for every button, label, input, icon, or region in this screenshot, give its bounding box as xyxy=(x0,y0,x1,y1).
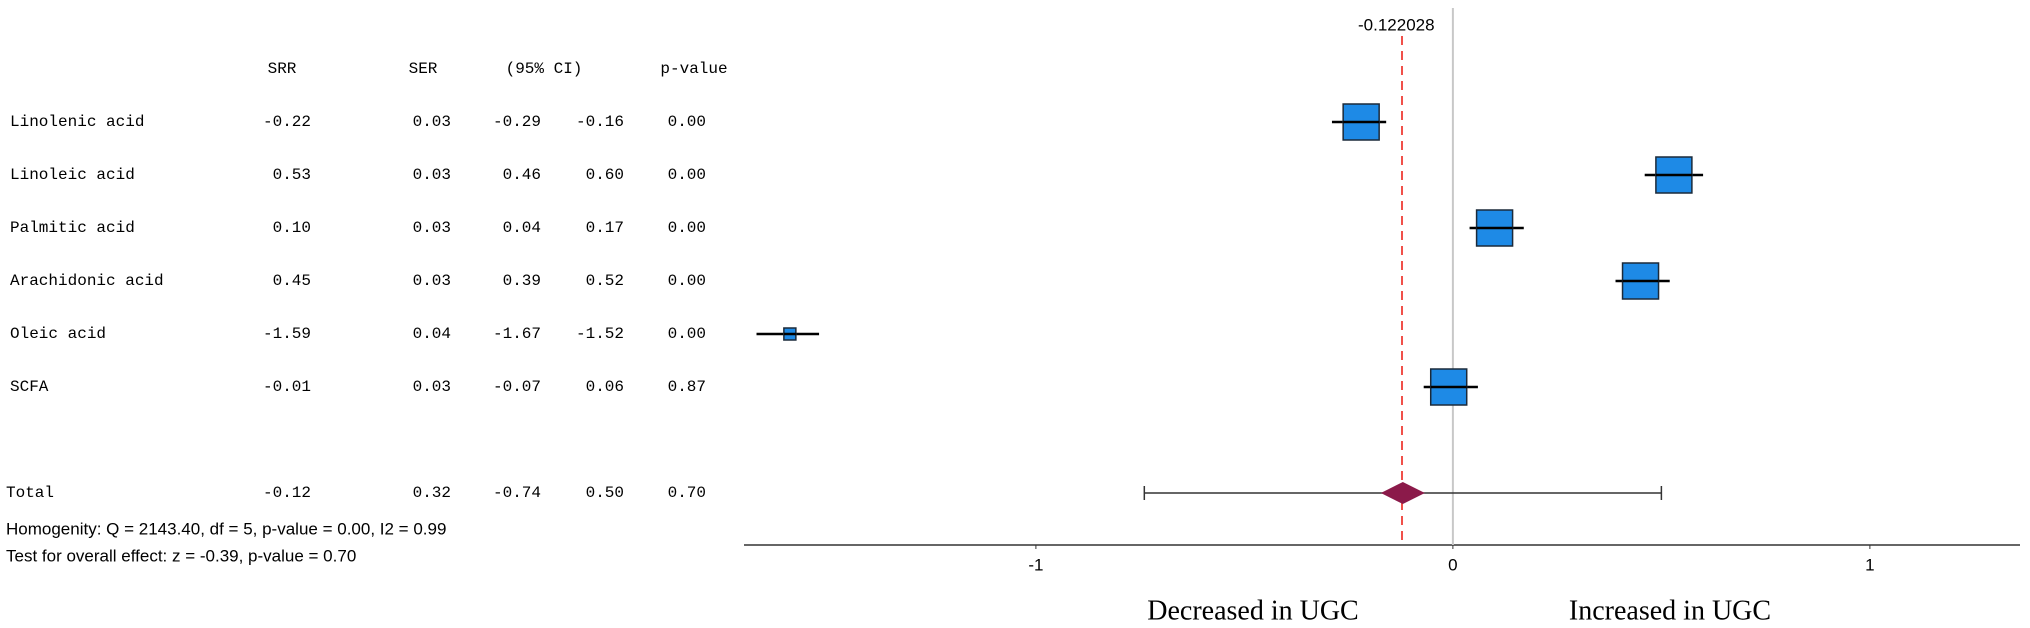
x-tick-label: 0 xyxy=(1448,555,1457,574)
p-value: 0.00 xyxy=(668,219,706,237)
total-p: 0.70 xyxy=(668,484,706,502)
ci-low-value: -0.29 xyxy=(493,113,541,131)
srr-value: 0.45 xyxy=(273,272,311,290)
row-label: Oleic acid xyxy=(10,325,106,343)
ser-value: 0.03 xyxy=(413,272,451,290)
left-direction-label: Decreased in UGC xyxy=(1147,595,1358,626)
srr-value: -0.01 xyxy=(263,378,311,396)
x-tick-label: 1 xyxy=(1865,555,1874,574)
ci-high-value: 0.60 xyxy=(586,166,624,184)
total-ci-high: 0.50 xyxy=(586,484,624,502)
row-label: SCFA xyxy=(10,378,49,396)
ser-value: 0.03 xyxy=(413,378,451,396)
x-tick-label: -1 xyxy=(1028,555,1043,574)
row-label: Linoleic acid xyxy=(10,166,135,184)
ci-high-value: 0.06 xyxy=(586,378,624,396)
row-label: Palmitic acid xyxy=(10,219,135,237)
total-ser: 0.32 xyxy=(413,484,451,502)
ser-value: 0.03 xyxy=(413,113,451,131)
p-value: 0.87 xyxy=(668,378,706,396)
ci-low-value: -1.67 xyxy=(493,325,541,343)
homogeneity-note: Homogenity: Q = 2143.40, df = 5, p-value… xyxy=(6,519,446,538)
srr-value: 0.53 xyxy=(273,166,311,184)
p-value: 0.00 xyxy=(668,272,706,290)
srr-value: 0.10 xyxy=(273,219,311,237)
p-value: 0.00 xyxy=(668,166,706,184)
srr-value: -1.59 xyxy=(263,325,311,343)
column-header: (95% CI) xyxy=(506,60,583,78)
ser-value: 0.03 xyxy=(413,219,451,237)
column-header: SER xyxy=(409,60,438,78)
ci-low-value: 0.46 xyxy=(503,166,541,184)
p-value: 0.00 xyxy=(668,113,706,131)
total-diamond xyxy=(1380,482,1425,504)
total-label: Total xyxy=(6,484,54,502)
ci-high-value: -1.52 xyxy=(576,325,624,343)
srr-value: -0.22 xyxy=(263,113,311,131)
ser-value: 0.03 xyxy=(413,166,451,184)
row-label: Arachidonic acid xyxy=(10,272,164,290)
total-srr: -0.12 xyxy=(263,484,311,502)
ci-high-value: 0.52 xyxy=(586,272,624,290)
ser-value: 0.04 xyxy=(413,325,451,343)
ci-low-value: 0.04 xyxy=(503,219,541,237)
ci-high-value: -0.16 xyxy=(576,113,624,131)
column-header: p-value xyxy=(660,60,727,78)
p-value: 0.00 xyxy=(668,325,706,343)
right-direction-label: Increased in UGC xyxy=(1569,595,1771,626)
reference-label: -0.122028 xyxy=(1358,15,1435,34)
overall-effect-note: Test for overall effect: z = -0.39, p-va… xyxy=(6,546,356,565)
ci-low-value: 0.39 xyxy=(503,272,541,290)
total-ci-low: -0.74 xyxy=(493,484,541,502)
ci-low-value: -0.07 xyxy=(493,378,541,396)
row-label: Linolenic acid xyxy=(10,113,144,131)
column-header: SRR xyxy=(268,60,297,78)
ci-high-value: 0.17 xyxy=(586,219,624,237)
